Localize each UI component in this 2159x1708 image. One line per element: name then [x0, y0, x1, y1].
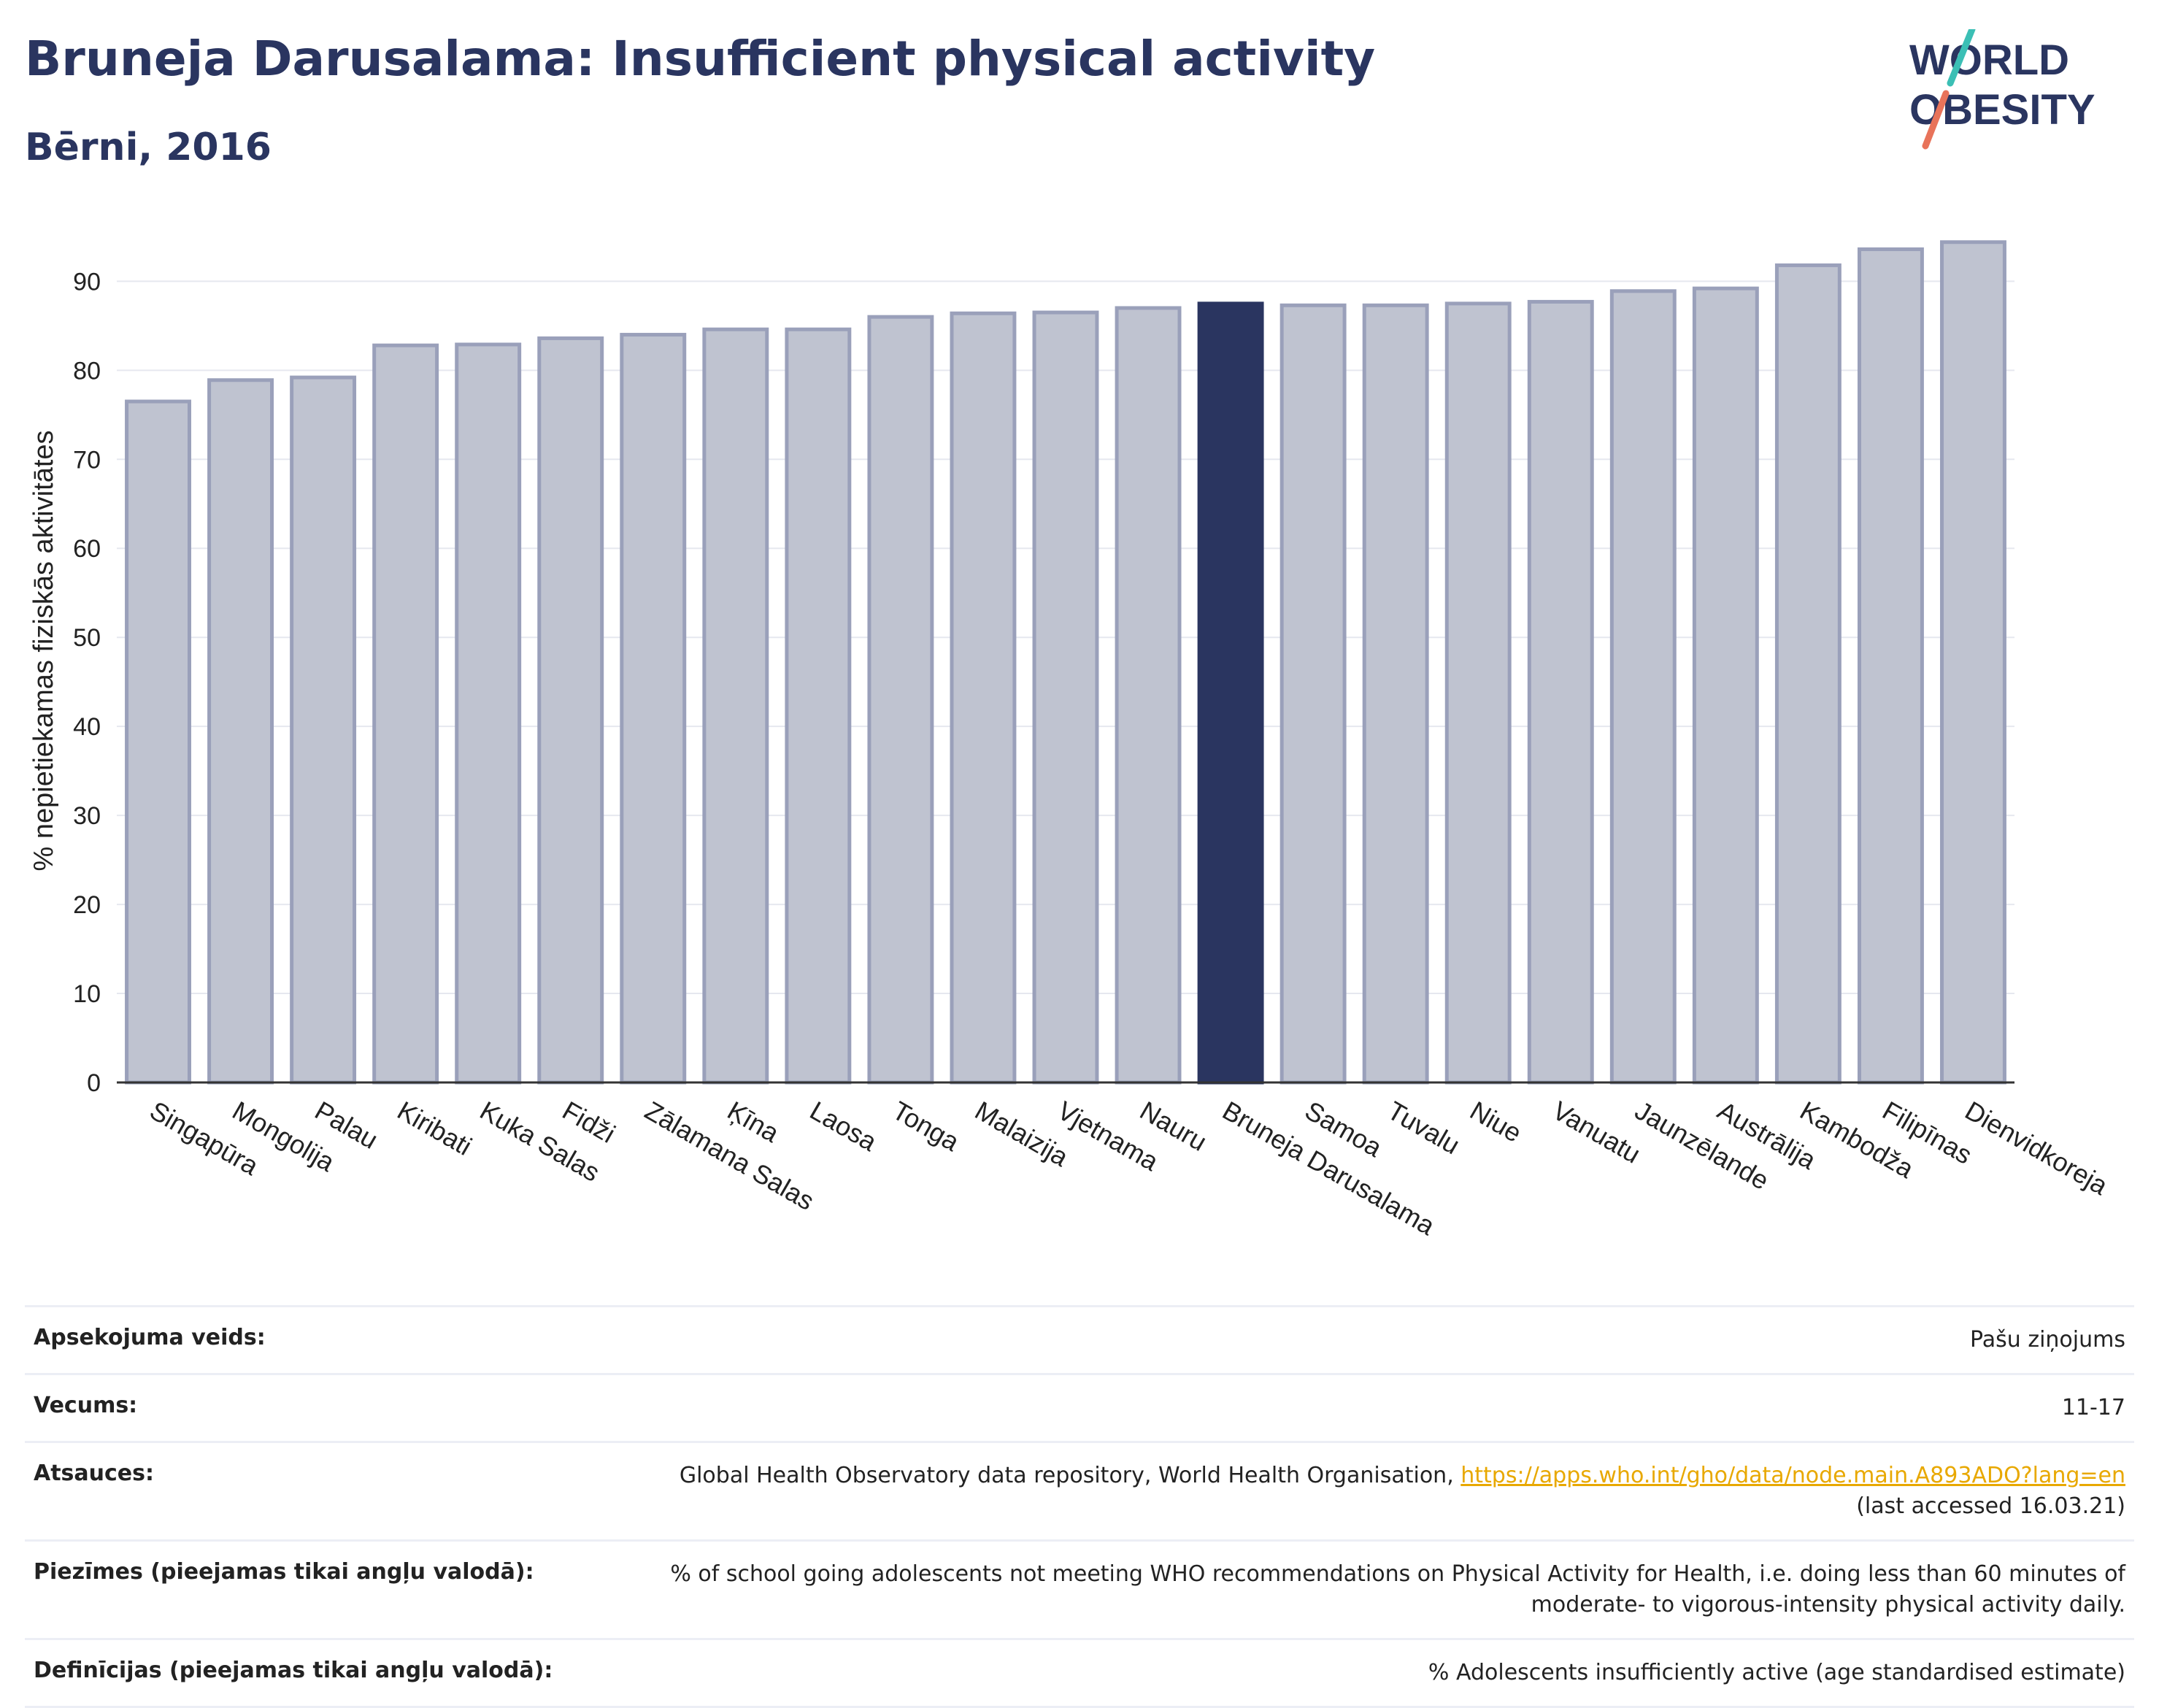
bar-dienvidkoreja: [1940, 240, 2006, 1085]
bar-tuvalu: [1362, 303, 1429, 1085]
y-tick-label: 80: [73, 357, 101, 385]
x-tick-label: Niue: [1465, 1095, 1527, 1148]
notes-line1: % of school going adolescents not meetin…: [670, 1561, 2125, 1587]
bar-singapūra: [125, 399, 191, 1085]
bar-tonga: [867, 315, 934, 1085]
x-tick-label: Kiribati: [393, 1095, 477, 1161]
info-value: Pašu ziņojums: [1970, 1327, 2125, 1353]
y-axis-title: % nepietiekamas fiziskās aktivitātes: [28, 430, 59, 871]
info-value: % Adolescents insufficiently active (age…: [1428, 1660, 2125, 1685]
info-table: Apsekojuma veids: Pašu ziņojums Vecums: …: [25, 1305, 2134, 1708]
bar-nauru: [1115, 306, 1182, 1085]
bar-zālamana-salas: [620, 333, 687, 1085]
info-label: Atsauces:: [34, 1461, 154, 1486]
y-tick-label: 90: [73, 268, 101, 296]
y-axis-ticks: 0 10 20 30 40 50 60 70 80 90: [73, 268, 101, 1097]
bar-laosa: [785, 327, 852, 1085]
info-row-notes: Piezīmes (pieejamas tikai angļu valodā):…: [25, 1539, 2134, 1638]
notes-line2: moderate- to vigorous-intensity physical…: [1531, 1592, 2125, 1617]
y-tick-label: 20: [73, 891, 101, 919]
y-tick-label: 60: [73, 535, 101, 563]
bar-vjetnama: [1032, 310, 1099, 1085]
info-label: Piezīmes (pieejamas tikai angļu valodā):: [34, 1559, 534, 1585]
bar-fidži: [537, 336, 604, 1085]
bar-palau: [290, 375, 357, 1085]
y-tick-label: 0: [87, 1069, 101, 1097]
x-tick-label: Dienvidkoreja: [1960, 1095, 2113, 1201]
bar-vanuatu: [1527, 299, 1594, 1085]
bar-samoa: [1279, 303, 1347, 1085]
bar-bruneja-darusalama: [1197, 301, 1264, 1085]
reference-link[interactable]: https://apps.who.int/gho/data/node.main.…: [1460, 1463, 2125, 1488]
info-row-references: Atsauces: Global Health Observatory data…: [25, 1441, 2134, 1539]
reference-text: Global Health Observatory data repositor…: [679, 1463, 1461, 1488]
chart-subtitle: Bērni, 2016: [25, 126, 272, 169]
x-tick-label: Malaizija: [970, 1095, 1074, 1172]
bars: [125, 240, 2006, 1085]
info-row-survey-type: Apsekojuma veids: Pašu ziņojums: [25, 1305, 2134, 1373]
bar-ķīna: [702, 327, 769, 1085]
info-value: Global Health Observatory data repositor…: [680, 1461, 2125, 1522]
bar-kiribati: [372, 343, 439, 1085]
info-label: Apsekojuma veids:: [34, 1325, 266, 1350]
y-tick-label: 50: [73, 624, 101, 652]
y-tick-label: 70: [73, 446, 101, 474]
world-obesity-logo: WORLD OBESITY: [1909, 29, 2096, 150]
bar-filipīnas: [1857, 247, 1924, 1085]
bar-malaizija: [950, 311, 1017, 1085]
y-tick-label: 40: [73, 713, 101, 741]
bar-niue: [1444, 301, 1512, 1085]
bar-kambodža: [1774, 263, 1842, 1085]
bar-chart: 0 10 20 30 40 50 60 70 80 90 SingapūraMongolijaPa…: [28, 240, 2114, 1242]
logo-line1: WORLD: [1909, 36, 2069, 84]
bar-jaunzēlande: [1609, 289, 1677, 1085]
chart-title: Bruneja Darusalama: Insufficient physica…: [25, 31, 1376, 87]
y-tick-label: 10: [73, 980, 101, 1008]
info-value: % of school going adolescents not meetin…: [670, 1559, 2125, 1620]
x-tick-label: Laosa: [805, 1095, 882, 1157]
info-row-definitions: Definīcijas (pieejamas tikai angļu valod…: [25, 1638, 2134, 1708]
bar-mongolija: [207, 378, 274, 1085]
x-tick-label: Vanuatu: [1547, 1095, 1645, 1169]
info-row-age: Vecums: 11-17: [25, 1373, 2134, 1441]
x-tick-label: Tuvalu: [1382, 1095, 1465, 1160]
reference-accessed: (last accessed 16.03.21): [1856, 1493, 2125, 1519]
y-tick-label: 30: [73, 802, 101, 830]
info-value: 11-17: [2061, 1395, 2125, 1420]
bar-kuka-salas: [455, 342, 522, 1085]
bar-austrālija: [1692, 286, 1759, 1085]
info-label: Vecums:: [34, 1393, 138, 1418]
info-label: Definīcijas (pieejamas tikai angļu valod…: [34, 1658, 553, 1683]
x-tick-label: Tonga: [888, 1095, 965, 1157]
